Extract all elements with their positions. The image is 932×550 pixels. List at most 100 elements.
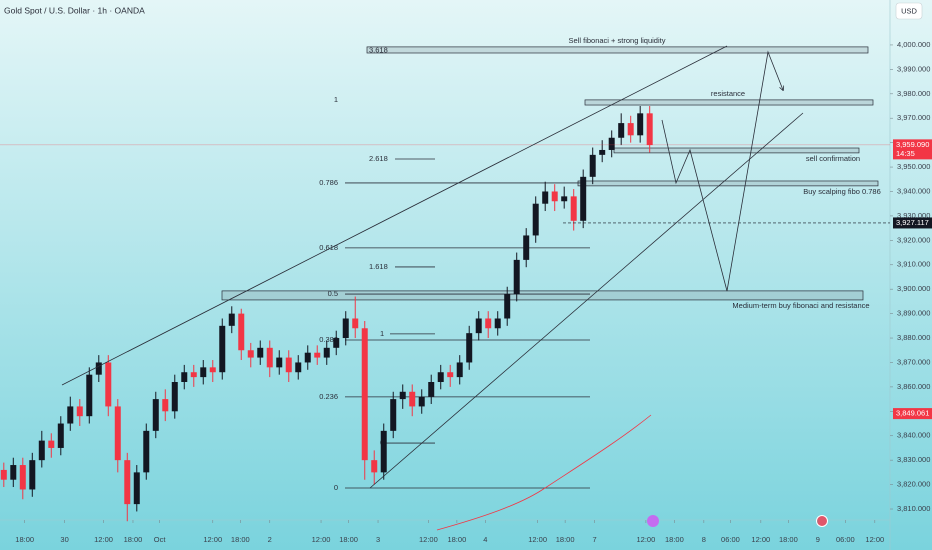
candle-body	[143, 430, 150, 473]
candle-body	[627, 123, 634, 136]
candle-body	[133, 472, 140, 505]
fib-label: 0.5	[328, 289, 338, 298]
zone-box	[221, 290, 864, 301]
fib-label: 0.236	[319, 392, 338, 401]
x-tick-label: 06:00	[721, 535, 740, 544]
x-tick-label: 7	[593, 535, 597, 544]
candle-body	[418, 396, 425, 407]
candle-body	[333, 338, 340, 348]
x-tick-label: 18:00	[779, 535, 798, 544]
y-tick-label: 3,970.000	[897, 113, 930, 122]
zone-box	[613, 147, 860, 154]
candle-body	[228, 313, 235, 326]
candle-body	[589, 154, 596, 177]
candle-body	[124, 460, 131, 505]
fib-label: 2.618	[369, 154, 388, 163]
candle-body	[57, 423, 64, 448]
candle-body	[399, 391, 406, 400]
candle-body	[475, 318, 482, 334]
candle-body	[95, 362, 102, 375]
candle-body	[181, 372, 188, 383]
y-tick-label: 3,830.000	[897, 455, 930, 464]
zone-label: Medium-term buy fibonaci and resistance	[732, 301, 869, 310]
y-tick-label: 3,980.000	[897, 89, 930, 98]
candle-body	[504, 294, 511, 319]
candle-body	[371, 460, 378, 473]
projection-path	[661, 50, 783, 292]
fib-label: 0.786	[319, 178, 338, 187]
candle-body	[637, 113, 644, 136]
x-tick-label: 18:00	[665, 535, 684, 544]
price-tag	[893, 139, 932, 160]
x-tick-label: 06:00	[836, 535, 855, 544]
candle-body	[190, 372, 197, 378]
x-tick-label: 18:00	[124, 535, 143, 544]
candle-body	[551, 191, 558, 202]
x-tick-label: 30	[60, 535, 68, 544]
price-tag	[893, 217, 932, 229]
upper-trend-line	[61, 45, 728, 386]
candle-body	[295, 362, 302, 373]
candle-body	[48, 440, 55, 448]
candle-body	[276, 357, 283, 368]
candle-body	[580, 176, 587, 221]
y-tick-label: 3,860.000	[897, 382, 930, 391]
y-tick-label: 3,890.000	[897, 309, 930, 318]
event-icon[interactable]	[816, 515, 828, 527]
x-tick-label: 12:00	[203, 535, 222, 544]
fib-label: 0	[334, 483, 338, 492]
price-tag-label: 3,849.061	[896, 409, 929, 418]
x-tick-label: 12:00	[865, 535, 884, 544]
candle-body	[76, 406, 83, 417]
x-tick-label: 18:00	[556, 535, 575, 544]
x-tick-label: 12:00	[528, 535, 547, 544]
candle-body	[447, 372, 454, 378]
candle-body	[314, 352, 321, 358]
candle-body	[19, 465, 26, 490]
candle-body	[219, 325, 226, 373]
currency-button[interactable]	[895, 2, 923, 20]
x-tick-label: 2	[268, 535, 272, 544]
x-tick-label: 9	[816, 535, 820, 544]
price-tag-label: 3,927.117	[896, 218, 929, 227]
candle-body	[29, 460, 36, 490]
x-tick-label: 8	[702, 535, 706, 544]
y-tick-label: 3,920.000	[897, 235, 930, 244]
candle-body	[257, 347, 264, 358]
y-tick-label: 3,900.000	[897, 284, 930, 293]
price-tag	[893, 408, 932, 420]
y-tick-label: 3,990.000	[897, 64, 930, 73]
zone-box	[584, 99, 874, 106]
zone-label: sell confirmation	[806, 154, 860, 163]
y-tick-label: 4,000.000	[897, 40, 930, 49]
price-tag-countdown: 14:35	[896, 149, 915, 158]
x-tick-label: 12:00	[419, 535, 438, 544]
candle-body	[285, 357, 292, 373]
fib-label: 0.618	[319, 243, 338, 252]
candle-body	[428, 382, 435, 397]
candle-body	[238, 313, 245, 351]
candle-body	[352, 318, 359, 329]
candle-body	[608, 137, 615, 150]
x-tick-label: 12:00	[637, 535, 656, 544]
y-tick-label: 3,940.000	[897, 186, 930, 195]
candle-body	[0, 469, 7, 480]
candle-body	[38, 440, 45, 461]
y-tick-label: 3,880.000	[897, 333, 930, 342]
fib-label: 1.618	[369, 262, 388, 271]
candle-body	[561, 196, 568, 202]
candle-body	[200, 367, 207, 378]
candle-body	[323, 347, 330, 358]
zone-label: Buy scalping fibo 0.786	[803, 187, 881, 196]
x-tick-label: Oct	[154, 535, 167, 544]
y-tick-label: 3,930.000	[897, 211, 930, 220]
lower-trend-line	[369, 112, 804, 489]
x-tick-label: 12:00	[312, 535, 331, 544]
zone-label: resistance	[711, 89, 745, 98]
candle-body	[437, 372, 444, 383]
event-icon[interactable]	[647, 515, 659, 527]
x-tick-label: 18:00	[231, 535, 250, 544]
fib-label: 0.382	[319, 335, 338, 344]
candle-body	[466, 333, 473, 363]
